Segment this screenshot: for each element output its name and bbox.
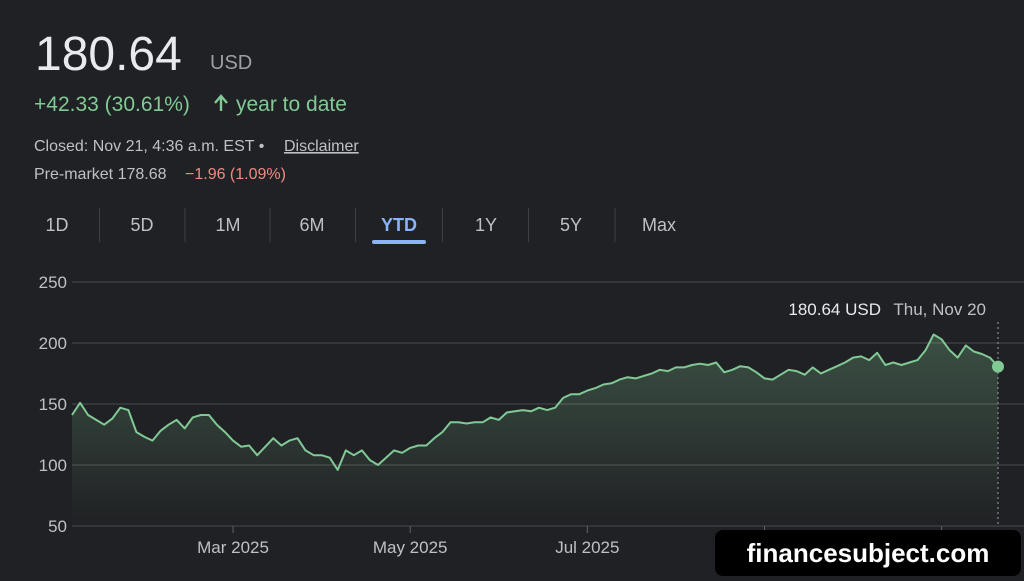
watermark-box [715,530,1021,576]
premarket-change: −1.96 (1.09%) [185,166,286,183]
x-tick-label: Jul 2025 [555,538,619,557]
range-tabs: 1D 5D 1M 6M YTD 1Y 5Y Max [45,208,676,244]
range-tab[interactable]: 1D [45,215,68,235]
y-tick-label: 250 [39,273,67,292]
period: year to date [236,93,347,116]
change: +42.33 (30.61%) [34,93,190,116]
y-tick-label: 150 [39,395,67,414]
price-line [71,333,999,471]
y-tick-label: 100 [39,456,67,475]
active-tab-indicator [372,240,426,244]
range-tab[interactable]: YTD [381,215,417,235]
disclaimer-link[interactable]: Disclaimer [284,138,359,155]
price: 180.64 [35,28,182,81]
watermark: financesubject.com [747,538,990,568]
closed-info: Closed: Nov 21, 4:36 a.m. EST • [34,138,264,155]
tooltip-value: 180.64 USD [788,300,881,319]
up-arrow [214,94,228,111]
currency: USD [210,52,252,74]
tooltip-date: Thu, Nov 20 [893,300,986,319]
y-tick-label: 200 [39,334,67,353]
range-tab[interactable]: 5Y [560,215,582,235]
range-tab[interactable]: 1M [215,215,240,235]
range-tab[interactable]: Max [642,215,676,235]
x-tick-label: Mar 2025 [197,538,269,557]
area-fill [72,334,998,526]
x-tick-label: May 2025 [373,538,448,557]
range-tab[interactable]: 5D [130,215,153,235]
y-tick-label: 50 [48,517,67,536]
premarket: Pre-market 178.68 [34,166,167,183]
range-tab[interactable]: 6M [299,215,324,235]
last-point [992,360,1004,373]
range-tab[interactable]: 1Y [475,215,497,235]
